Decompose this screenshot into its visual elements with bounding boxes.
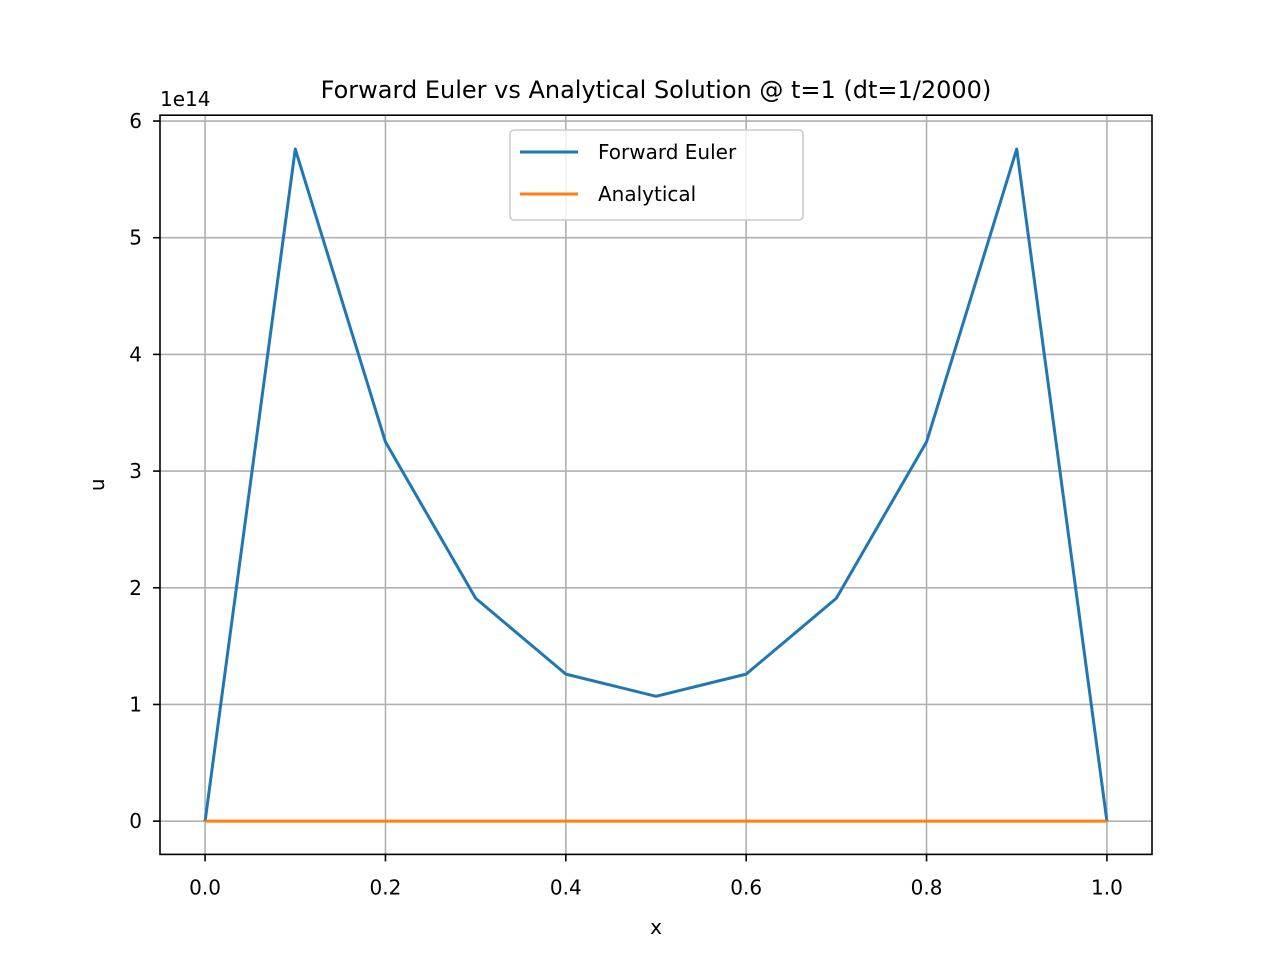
x-tick-label: 0.6 (730, 875, 762, 899)
x-tick-label: 0.2 (370, 875, 402, 899)
x-tick-label: 0.4 (550, 875, 582, 899)
y-offset-text: 1e14 (160, 87, 210, 111)
x-tick-label: 0.8 (911, 875, 943, 899)
legend: Forward Euler Analytical (509, 129, 804, 221)
x-tick-label: 0.0 (189, 875, 221, 899)
y-tick-label: 6 (129, 109, 142, 133)
plot-frame (159, 114, 1153, 856)
legend-box (509, 129, 804, 221)
y-tick-label: 2 (129, 576, 142, 600)
y-axis-label: u (85, 478, 109, 491)
y-tick-label: 1 (129, 692, 142, 716)
y-axis: 0 1 2 3 4 5 6 (129, 109, 160, 833)
x-axis: 0.0 0.2 0.4 0.6 0.8 1.0 (189, 854, 1123, 899)
legend-label-forward-euler: Forward Euler (598, 140, 737, 164)
series-line-forward-euler (203, 147, 1109, 822)
y-tick-label: 4 (129, 342, 142, 366)
chart-title: Forward Euler vs Analytical Solution @ t… (321, 76, 992, 104)
y-tick-label: 0 (129, 809, 142, 833)
x-axis-label: x (650, 915, 662, 939)
grid (160, 115, 1152, 855)
series-lines (203, 147, 1109, 823)
x-tick-label: 1.0 (1091, 875, 1123, 899)
y-tick-label: 3 (129, 459, 142, 483)
y-tick-label: 5 (129, 226, 142, 250)
legend-label-analytical: Analytical (598, 182, 696, 206)
